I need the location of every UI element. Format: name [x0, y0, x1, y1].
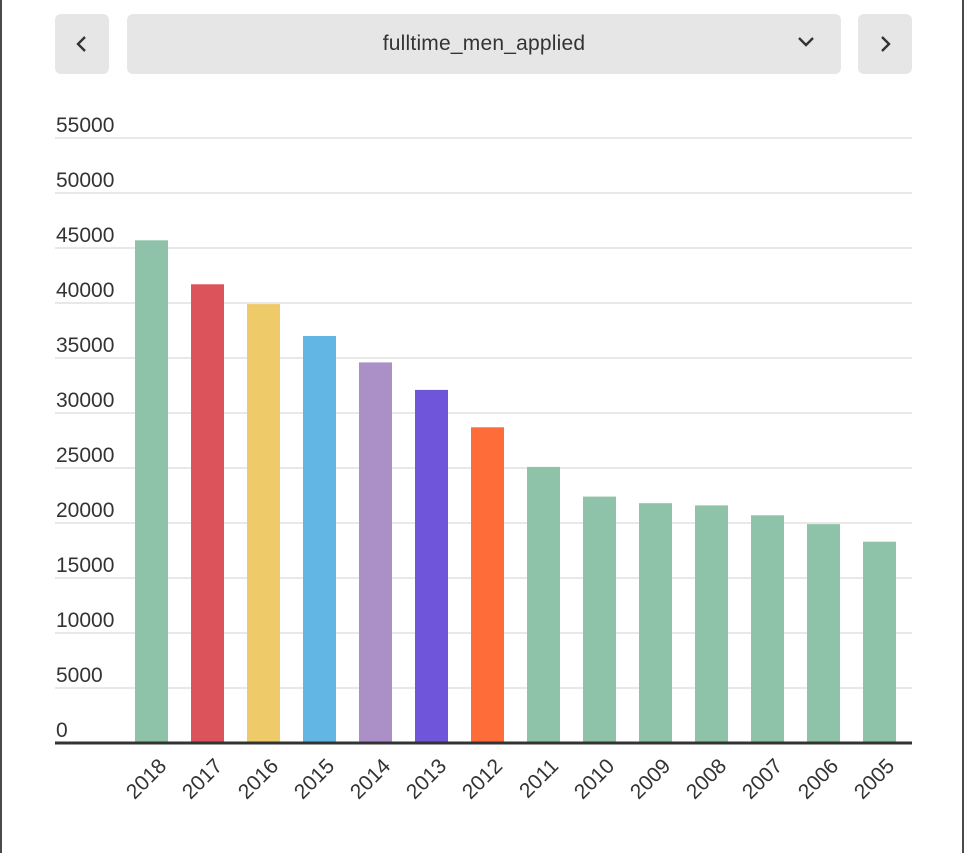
bar-2016[interactable]: [247, 304, 280, 743]
x-tick-label: 2010: [570, 754, 619, 803]
bar-2008[interactable]: [695, 505, 728, 743]
y-tick-label: 0: [56, 719, 68, 742]
x-tick-label: 2013: [402, 754, 451, 803]
x-tick-label: 2009: [626, 754, 675, 803]
x-tick-label: 2012: [458, 754, 507, 803]
y-tick-label: 15000: [56, 554, 114, 577]
x-tick-label: 2017: [178, 754, 227, 803]
y-tick-label: 25000: [56, 444, 114, 467]
y-tick-label: 45000: [56, 224, 114, 247]
bar-2005[interactable]: [863, 541, 896, 743]
bar-2013[interactable]: [415, 389, 448, 743]
y-tick-label: 50000: [56, 169, 114, 192]
metric-select-value: fulltime_men_applied: [382, 32, 586, 55]
bar-2018[interactable]: [135, 240, 168, 744]
bar-2014[interactable]: [359, 362, 392, 743]
y-tick-label: 35000: [56, 334, 114, 357]
y-tick-label: 5000: [56, 664, 103, 687]
x-tick-label: 2016: [234, 754, 283, 803]
next-button[interactable]: [858, 14, 912, 74]
bar-2006[interactable]: [807, 524, 840, 743]
x-tick-label: 2008: [682, 754, 731, 803]
x-tick-label: 2014: [346, 754, 396, 804]
metric-select[interactable]: fulltime_men_applied: [127, 14, 841, 74]
y-axis: 0 5000 10000 15000 20000 25000 30000 35000 40000…: [56, 114, 114, 742]
chevron-left-icon: [76, 36, 86, 52]
x-tick-label: 2006: [794, 754, 843, 803]
y-tick-label: 20000: [56, 499, 114, 522]
x-tick-label: 2007: [738, 754, 787, 803]
chevron-down-icon: [798, 37, 814, 47]
bars: [135, 240, 896, 744]
bar-2011[interactable]: [527, 466, 560, 743]
previous-button[interactable]: [55, 14, 109, 74]
bar-2015[interactable]: [303, 336, 336, 743]
chevron-right-icon: [881, 36, 891, 52]
bar-2010[interactable]: [583, 496, 616, 743]
bar-2017[interactable]: [191, 284, 224, 743]
bar-2007[interactable]: [751, 515, 784, 743]
x-tick-label: 2005: [850, 754, 899, 803]
x-tick-label: 2011: [515, 754, 563, 802]
x-tick-label: 2015: [290, 754, 339, 803]
x-tick-label: 2018: [122, 754, 171, 803]
bar-2012[interactable]: [471, 427, 504, 743]
y-tick-label: 30000: [56, 389, 114, 412]
bar-2009[interactable]: [639, 503, 672, 743]
y-tick-label: 40000: [56, 279, 114, 302]
y-tick-label: 10000: [56, 609, 114, 632]
x-axis: 2018 2017 2016 2015 2014 2013 2012 2011 2010 2009…: [55, 741, 912, 804]
y-tick-label: 55000: [56, 114, 114, 137]
